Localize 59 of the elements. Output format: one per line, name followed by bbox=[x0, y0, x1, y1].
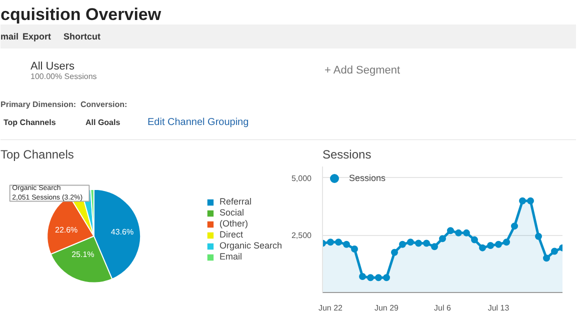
point bbox=[391, 248, 398, 256]
point bbox=[351, 245, 358, 252]
x-tick-label: Jul 13 bbox=[488, 304, 510, 312]
point bbox=[511, 222, 518, 230]
legend-label: Email bbox=[219, 252, 242, 262]
point bbox=[335, 238, 342, 246]
text: Shortcut bbox=[64, 32, 100, 42]
point bbox=[439, 235, 446, 242]
point bbox=[383, 274, 390, 282]
point bbox=[479, 244, 486, 252]
point bbox=[495, 240, 502, 248]
legend-label: Referral bbox=[219, 196, 252, 206]
point bbox=[367, 274, 374, 282]
legend-label: (Other) bbox=[219, 218, 248, 228]
point bbox=[343, 240, 350, 248]
y-tick-label: 5,000 bbox=[291, 174, 312, 183]
point bbox=[375, 274, 382, 282]
text: Top Channels bbox=[4, 118, 56, 127]
point bbox=[447, 227, 454, 234]
point bbox=[431, 243, 438, 250]
text: mail bbox=[0, 32, 19, 42]
point bbox=[423, 240, 430, 247]
point bbox=[487, 242, 494, 250]
legend-label: Social bbox=[219, 208, 244, 218]
point bbox=[551, 248, 558, 255]
legend-label: Sessions bbox=[349, 173, 386, 183]
y-tick-label: 2,500 bbox=[291, 231, 312, 240]
chart-title: Top Channels bbox=[0, 148, 74, 162]
data-label: 22.6% bbox=[54, 225, 78, 234]
point bbox=[519, 197, 526, 204]
text: All Users bbox=[30, 60, 76, 72]
x-tick-label: Jun 22 bbox=[318, 304, 344, 312]
text: Conversion: bbox=[80, 100, 128, 109]
point bbox=[359, 272, 366, 280]
text: All Goals bbox=[86, 118, 121, 127]
text: cquisition Overview bbox=[0, 5, 162, 24]
data-label: 25.1% bbox=[72, 250, 94, 260]
text: 100.00% Sessions bbox=[30, 72, 97, 81]
point bbox=[527, 197, 534, 204]
legend-label: Organic Search bbox=[219, 240, 282, 250]
text: Primary Dimension: bbox=[0, 100, 76, 109]
point bbox=[543, 254, 550, 262]
chart-title: Sessions bbox=[322, 148, 372, 162]
x-tick-label: Jun 29 bbox=[374, 304, 400, 312]
point bbox=[455, 229, 462, 236]
x-tick-label: Jul 6 bbox=[434, 304, 452, 312]
point bbox=[327, 238, 334, 246]
text: Export bbox=[22, 32, 52, 42]
text: Edit Channel Grouping bbox=[148, 117, 249, 128]
legend-label: Direct bbox=[219, 230, 243, 240]
point bbox=[415, 240, 422, 247]
point bbox=[503, 238, 510, 246]
point bbox=[471, 236, 478, 244]
point bbox=[407, 238, 414, 246]
point bbox=[535, 232, 542, 240]
point bbox=[399, 240, 406, 248]
text: + Add Segment bbox=[324, 64, 400, 76]
point bbox=[463, 229, 470, 236]
data-label: 43.6% bbox=[110, 228, 134, 237]
